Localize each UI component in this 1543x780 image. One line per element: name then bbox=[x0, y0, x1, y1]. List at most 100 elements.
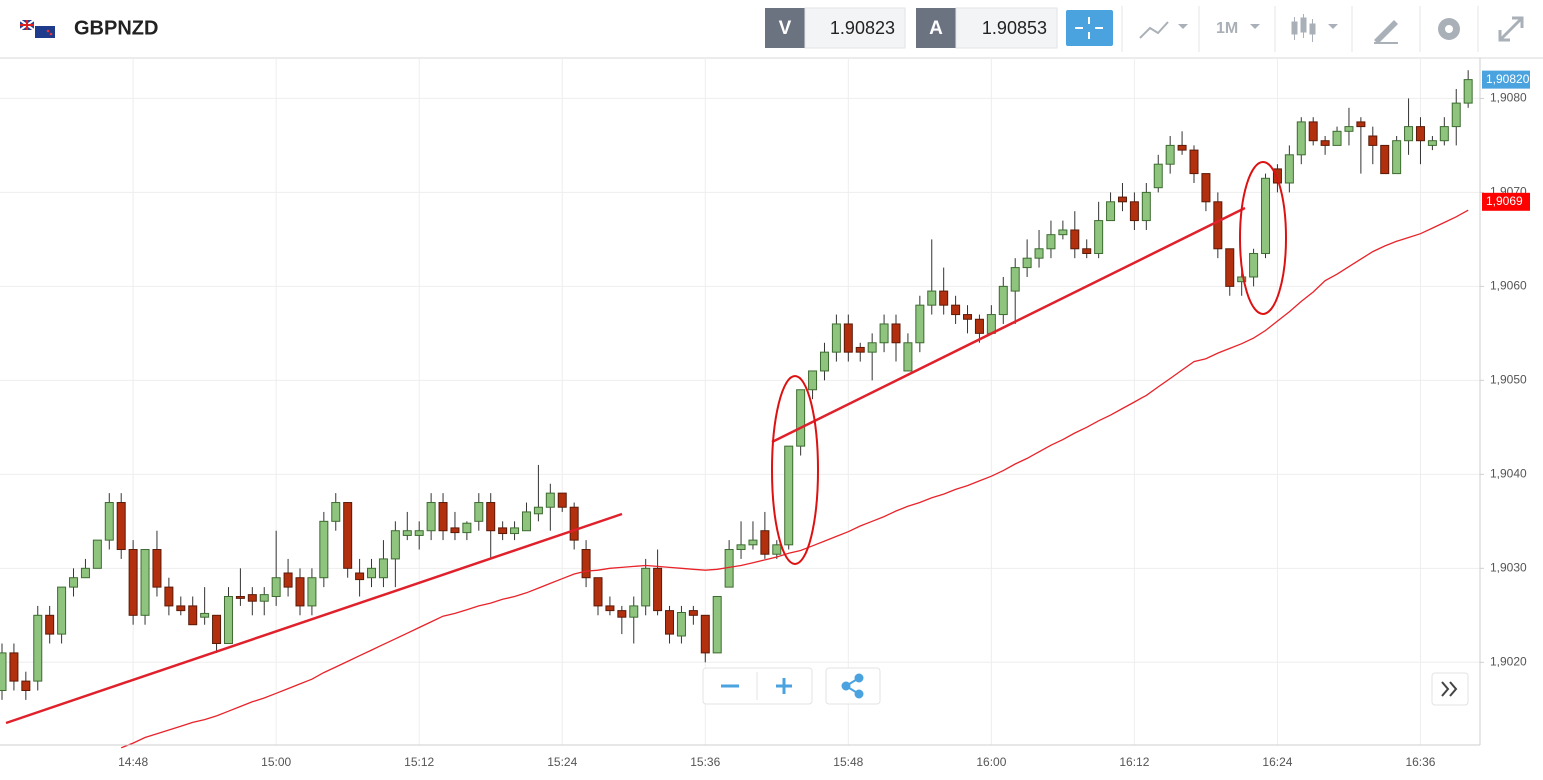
candle-body bbox=[152, 549, 162, 588]
y-tick-label: 1,9020 bbox=[1490, 654, 1527, 668]
candle-body bbox=[80, 567, 90, 579]
ask-badge[interactable] bbox=[916, 8, 956, 48]
candle-body bbox=[796, 389, 806, 447]
candle-body bbox=[1284, 154, 1294, 184]
candle-body bbox=[1201, 173, 1211, 203]
y-tick-label: 1,9050 bbox=[1490, 373, 1527, 387]
candle-body bbox=[581, 549, 591, 579]
crosshair-icon bbox=[1075, 17, 1103, 39]
candle-body bbox=[140, 549, 150, 616]
bid-badge[interactable] bbox=[765, 8, 805, 48]
candle-body bbox=[164, 586, 174, 607]
candle-body bbox=[1165, 144, 1175, 165]
candle-body bbox=[247, 594, 257, 602]
y-tick-label: 1,9060 bbox=[1490, 279, 1527, 293]
candle-body bbox=[116, 502, 126, 551]
chart-type-button[interactable] bbox=[1139, 21, 1188, 39]
ask-label: A bbox=[929, 18, 943, 39]
price-tag-label: 1,90820 bbox=[1486, 72, 1530, 86]
candle-body bbox=[259, 594, 269, 602]
trend-line bbox=[5, 512, 623, 725]
zoom-in[interactable] bbox=[776, 678, 792, 694]
x-tick-label: 16:12 bbox=[1119, 755, 1149, 769]
candle-body bbox=[176, 605, 186, 612]
candle-body bbox=[402, 530, 412, 536]
crosshair-button[interactable] bbox=[1066, 10, 1113, 46]
candle-body bbox=[557, 492, 567, 508]
candle-body bbox=[295, 577, 305, 607]
candle-body bbox=[200, 612, 210, 618]
share-button[interactable] bbox=[825, 667, 881, 705]
y-tick-label: 1,9080 bbox=[1490, 91, 1527, 105]
candle-body bbox=[951, 304, 961, 316]
candle-body bbox=[212, 614, 222, 645]
candle-body bbox=[1022, 257, 1032, 269]
candle-body bbox=[533, 506, 543, 515]
ask-box[interactable] bbox=[955, 7, 1058, 49]
price-tag bbox=[1482, 192, 1530, 211]
candle-body bbox=[1153, 163, 1163, 189]
candle-body bbox=[1368, 135, 1378, 146]
candle-body bbox=[736, 544, 746, 551]
candle-body bbox=[569, 506, 579, 541]
bid-label: V bbox=[779, 18, 792, 39]
candle-body bbox=[474, 502, 484, 522]
candle-body bbox=[1046, 234, 1056, 250]
candle-body bbox=[617, 610, 627, 618]
candle-body bbox=[271, 577, 281, 598]
candle-body bbox=[748, 539, 758, 546]
bid-box[interactable] bbox=[804, 7, 906, 49]
candle-body bbox=[1034, 248, 1044, 259]
candle-body bbox=[1106, 201, 1116, 222]
draw-button[interactable] bbox=[1374, 20, 1398, 44]
candle-body bbox=[1451, 102, 1461, 128]
zoom-controls bbox=[702, 667, 813, 705]
candle-body bbox=[355, 572, 365, 581]
candle-body bbox=[1415, 126, 1425, 142]
candle-body bbox=[343, 502, 353, 569]
candle-body bbox=[307, 577, 317, 607]
timeframe[interactable]: 1M bbox=[1216, 20, 1238, 37]
x-tick-label: 14:48 bbox=[118, 755, 148, 769]
candle-body bbox=[605, 605, 615, 612]
x-tick-label: 16:00 bbox=[976, 755, 1006, 769]
flag bbox=[19, 19, 55, 38]
x-tick-label: 15:12 bbox=[404, 755, 434, 769]
candle-body bbox=[1189, 149, 1199, 175]
toolbar-separators bbox=[1121, 6, 1479, 52]
candle-body bbox=[1404, 126, 1414, 142]
ask-price: 1.90853 bbox=[982, 18, 1047, 38]
candle-body bbox=[1332, 130, 1342, 146]
candle-body bbox=[986, 314, 996, 334]
expand-button[interactable] bbox=[1498, 16, 1524, 42]
y-tick-label: 1,9030 bbox=[1490, 560, 1527, 574]
candle-body bbox=[1177, 144, 1187, 151]
candle-body bbox=[939, 290, 949, 306]
candle-body bbox=[1439, 126, 1449, 142]
candle-body bbox=[676, 611, 686, 637]
candle-body bbox=[1213, 201, 1223, 250]
settings-button[interactable] bbox=[1438, 18, 1460, 40]
candle-body bbox=[92, 539, 102, 569]
candle-body bbox=[1463, 79, 1473, 104]
highlight-ellipse bbox=[1239, 161, 1287, 315]
candle-body bbox=[927, 290, 937, 306]
candle-body bbox=[390, 530, 400, 560]
candle-body bbox=[998, 285, 1008, 316]
candle-body bbox=[545, 492, 555, 508]
candle-body bbox=[486, 502, 496, 532]
x-tick-label: 15:48 bbox=[833, 755, 863, 769]
candles-button[interactable] bbox=[1291, 14, 1338, 42]
scroll-end-button[interactable] bbox=[1431, 672, 1469, 706]
plot: 1,90201,90301,90401,90501,90601,90701,90… bbox=[0, 58, 1527, 769]
price-tag bbox=[1482, 70, 1530, 89]
candle-body bbox=[414, 530, 424, 536]
candle-body bbox=[426, 502, 436, 532]
candle-body bbox=[712, 596, 722, 654]
candle-body bbox=[9, 652, 19, 682]
x-tick-label: 16:36 bbox=[1405, 755, 1435, 769]
candle-body bbox=[1094, 220, 1104, 254]
x-tick-label: 15:00 bbox=[261, 755, 291, 769]
candle-body bbox=[819, 351, 829, 372]
moving-average bbox=[120, 209, 1469, 749]
